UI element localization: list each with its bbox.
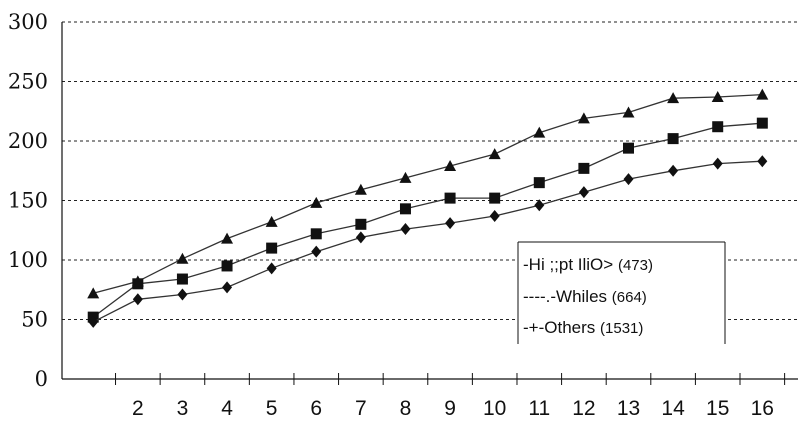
data-point-square (533, 177, 545, 189)
data-point-square (712, 121, 724, 133)
x-tick-label: 6 (310, 397, 322, 420)
data-point-square (266, 242, 278, 254)
data-point-square (667, 133, 679, 145)
x-tick-label: 12 (572, 397, 595, 420)
data-point-square (355, 218, 367, 230)
data-point-diamond (400, 223, 411, 236)
x-axis-tick-labels: 2 3 4 5 6 7 8 9 10 11 12 13 14 15 16 (132, 397, 774, 420)
data-point-triangle (667, 92, 680, 104)
x-tick-label: 9 (444, 397, 456, 420)
x-tick-label: 16 (751, 397, 774, 420)
legend-label-hispanic: -Hi ;;pt IliO> (523, 255, 613, 274)
data-point-diamond (88, 315, 99, 328)
x-tick-label: 7 (355, 397, 367, 420)
data-point-triangle (265, 215, 278, 227)
data-point-diamond (355, 231, 366, 244)
x-tick-label: 5 (266, 397, 278, 420)
legend-label-whites: ----.-Whiles (523, 287, 607, 306)
data-point-square (399, 203, 411, 215)
data-point-triangle (310, 196, 323, 208)
data-point-triangle (87, 287, 100, 299)
legend-box (518, 242, 725, 344)
data-point-diamond (757, 155, 768, 168)
data-point-square (132, 278, 144, 290)
data-point-diamond (712, 157, 723, 170)
data-point-diamond (132, 293, 143, 306)
legend-entry-hispanic: -Hi ;;pt IliO> (473) (523, 255, 653, 274)
legend-label-others: -+-Others (523, 318, 595, 337)
data-point-square (221, 260, 233, 272)
y-tick-label: 300 (8, 10, 48, 34)
series-line-diamond (92, 160, 763, 323)
data-point-triangle (577, 112, 590, 124)
x-tick-label: 15 (706, 397, 729, 420)
series-triangle (87, 88, 769, 299)
data-point-triangle (756, 88, 769, 100)
series-lines (87, 88, 769, 328)
data-point-triangle (444, 159, 457, 171)
y-tick-label: 50 (21, 308, 48, 332)
data-point-square (489, 192, 501, 204)
data-point-square (578, 162, 590, 174)
y-axis-tick-labels: 0 50 100 150 200 250 300 (8, 10, 48, 391)
data-point-triangle (488, 148, 501, 160)
legend-entry-others: -+-Others (1531) (523, 318, 643, 337)
x-tick-label: 11 (528, 397, 550, 420)
y-tick-label: 250 (8, 70, 48, 94)
series-line-square (92, 122, 763, 318)
x-tick-label: 3 (177, 397, 189, 420)
data-point-square (444, 192, 456, 204)
data-point-diamond (668, 164, 679, 177)
data-point-triangle (354, 183, 367, 195)
data-point-square (622, 142, 634, 154)
legend-entry-whites: ----.-Whiles (664) (523, 287, 647, 306)
data-point-diamond (534, 199, 545, 212)
data-point-diamond (177, 288, 188, 301)
x-tick-label: 2 (132, 397, 144, 420)
y-tick-label: 100 (8, 248, 48, 272)
x-tick-label: 8 (400, 397, 412, 420)
x-tick-label: 14 (661, 397, 685, 420)
data-point-diamond (222, 281, 233, 294)
y-tick-label: 200 (8, 129, 48, 153)
data-point-triangle (622, 106, 635, 118)
legend-count-hispanic: (473) (618, 257, 653, 274)
axes (61, 22, 798, 385)
series-line-triangle (93, 93, 763, 294)
data-point-diamond (311, 245, 322, 258)
series-diamond (88, 155, 768, 328)
y-tick-label: 150 (8, 189, 48, 213)
data-point-triangle (399, 171, 412, 183)
data-point-triangle (711, 90, 724, 102)
data-point-triangle (221, 232, 234, 244)
data-point-diamond (489, 209, 500, 222)
x-tick-label: 13 (617, 397, 640, 420)
data-point-diamond (623, 173, 634, 186)
data-point-triangle (176, 252, 189, 264)
data-point-triangle (533, 126, 546, 138)
data-point-square (310, 228, 322, 240)
x-tick-label: 10 (483, 397, 506, 420)
data-point-diamond (266, 262, 277, 275)
data-point-square (176, 273, 188, 285)
y-tick-label: 0 (35, 367, 48, 391)
legend-count-whites: (664) (612, 289, 647, 306)
data-point-square (756, 117, 768, 129)
data-point-diamond (578, 186, 589, 199)
x-tick-label: 4 (221, 397, 233, 420)
legend-count-others: (1531) (600, 320, 643, 337)
legend: -Hi ;;pt IliO> (473) ----.-Whiles (664) … (517, 241, 726, 344)
data-point-diamond (445, 217, 456, 230)
